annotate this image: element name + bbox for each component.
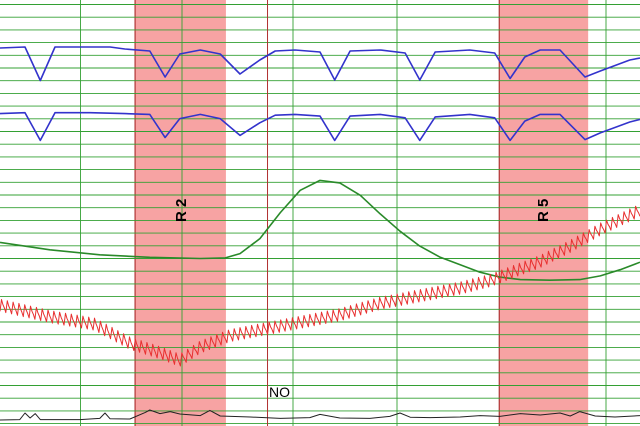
band-1	[499, 0, 589, 426]
band-labels: R 2 R 5 NO	[173, 199, 552, 400]
band-label-r5: R 5	[535, 199, 552, 222]
series-gsr	[0, 179, 640, 282]
series-traces	[0, 46, 640, 421]
band-0	[135, 0, 226, 426]
band-label-r2: R 2	[173, 199, 190, 222]
series-pneumo-lower	[0, 111, 640, 142]
series-pneumo-upper	[0, 46, 640, 82]
series-activity	[0, 409, 640, 421]
highlight-bands	[134, 0, 589, 426]
annotation-no: NO	[269, 384, 290, 400]
series-cardio	[0, 205, 640, 367]
